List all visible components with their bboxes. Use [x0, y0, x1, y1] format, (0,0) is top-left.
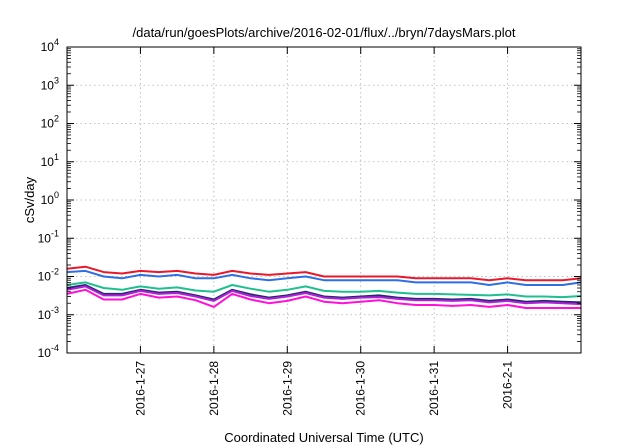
y-tick-label: 101 — [41, 152, 59, 169]
series-lines — [66, 265, 582, 309]
x-tick-label: 2016-2-1 — [501, 361, 515, 409]
x-axis-label: Coordinated Universal Time (UTC) — [224, 430, 423, 445]
x-tick-label: 2016-1-31 — [427, 361, 441, 416]
series-line-2 — [66, 269, 582, 286]
series-line-4 — [66, 284, 582, 304]
series-line-6 — [66, 288, 581, 309]
y-ticks: 10-4 10-3 10-2 10-1 100 101 102 103 104 — [38, 37, 581, 360]
y-tick-label: 104 — [41, 37, 59, 54]
y-tick-label: 10-1 — [38, 228, 59, 245]
y-tick-label: 10-4 — [38, 343, 59, 360]
x-tick-label: 2016-1-29 — [280, 361, 294, 416]
y-tick-label: 100 — [41, 190, 59, 207]
y-tick-label: 10-2 — [38, 267, 59, 284]
chart-title: /data/run/goesPlots/archive/2016-02-01/f… — [133, 25, 516, 40]
series-line-1 — [66, 265, 582, 282]
x-tick-label: 2016-1-27 — [133, 361, 147, 416]
series-line-5 — [66, 285, 582, 306]
grid — [67, 47, 581, 353]
x-ticks: 2016-1-27 2016-1-28 2016-1-29 2016-1-30 2016… — [133, 47, 515, 416]
y-tick-label: 10-3 — [38, 305, 59, 322]
x-tick-label: 2016-1-28 — [207, 361, 221, 416]
x-tick-label: 2016-1-30 — [354, 361, 368, 416]
series-line-3 — [66, 281, 582, 299]
y-axis-label: cSv/day — [22, 176, 37, 223]
y-tick-label: 103 — [41, 75, 59, 92]
y-tick-label: 102 — [41, 114, 59, 131]
